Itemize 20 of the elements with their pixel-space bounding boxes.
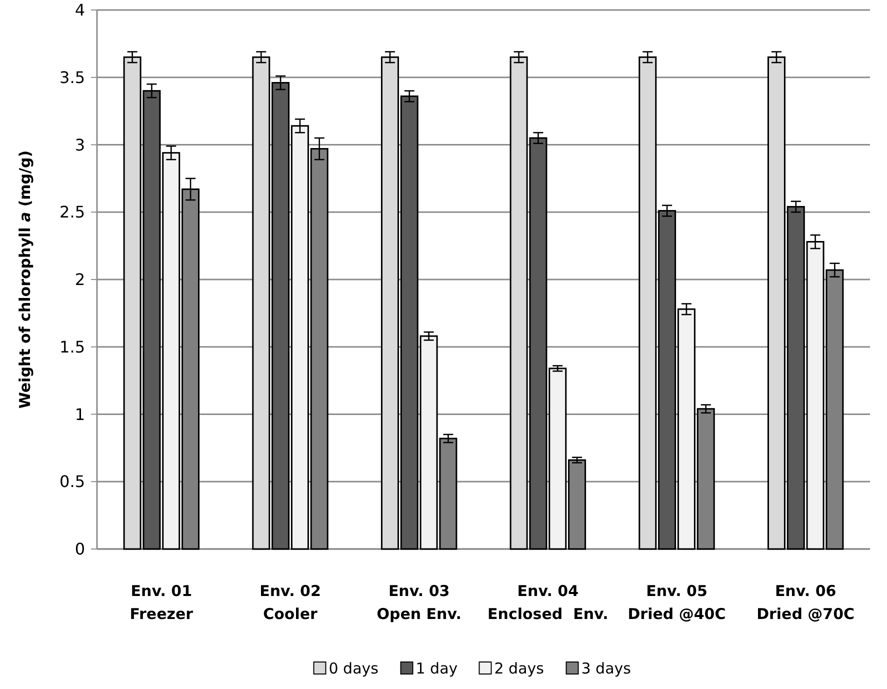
x-tick-label: Env. 04 Enclosed Env. bbox=[488, 582, 608, 623]
y-tick-label: 2 bbox=[74, 270, 85, 290]
x-tick-label: Env. 06 Dried @70C bbox=[756, 582, 855, 623]
x-tick-label: Env. 03 Open Env. bbox=[376, 582, 462, 623]
y-tick-label: 3 bbox=[74, 135, 85, 154]
x-tick-label: Env. 05 Dried @40C bbox=[628, 582, 726, 623]
y-tick-label: 3.5 bbox=[60, 68, 85, 87]
legend-label: 2 days bbox=[494, 659, 544, 678]
x-tick-label: Env. 01 Freezer bbox=[130, 582, 194, 623]
legend-label: 1 day bbox=[416, 659, 458, 678]
legend-label: 3 days bbox=[581, 659, 632, 678]
y-tick-label: 1.5 bbox=[60, 337, 85, 356]
y-tick-label: 4 bbox=[74, 0, 85, 20]
x-tick-label: Env. 02 Cooler bbox=[260, 582, 321, 623]
y-axis-title: Weight of chlorophyll a (mg/g) bbox=[16, 150, 34, 409]
y-tick-label: 2.5 bbox=[60, 202, 85, 222]
y-tick-label: 0 bbox=[74, 540, 85, 559]
legend-label: 0 days bbox=[328, 659, 379, 678]
y-tick-label: 1 bbox=[74, 404, 85, 424]
y-tick-label: 0.5 bbox=[60, 472, 85, 492]
